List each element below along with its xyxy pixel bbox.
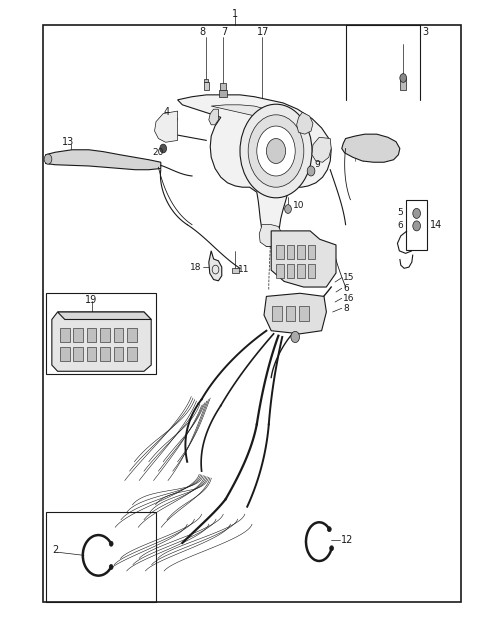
Text: 12: 12 (341, 535, 353, 545)
Bar (308, 245, 315, 259)
Text: 16: 16 (343, 294, 355, 303)
Bar (219, 90, 227, 97)
Circle shape (307, 166, 315, 176)
Text: 15: 15 (343, 273, 355, 282)
Bar (60, 328, 70, 342)
Text: 3: 3 (422, 27, 429, 37)
Circle shape (400, 74, 407, 82)
Bar (276, 245, 284, 259)
Bar (406, 200, 427, 250)
Bar (127, 347, 137, 361)
Bar (272, 306, 282, 321)
Bar (287, 264, 294, 278)
Circle shape (291, 331, 300, 343)
Text: 5: 5 (397, 208, 403, 217)
Bar (114, 328, 123, 342)
Text: 19: 19 (85, 295, 98, 305)
Polygon shape (312, 137, 331, 162)
Bar (100, 328, 110, 342)
Circle shape (413, 208, 420, 218)
Circle shape (257, 126, 295, 176)
Circle shape (413, 221, 420, 231)
Circle shape (330, 546, 334, 551)
Polygon shape (297, 112, 313, 134)
Polygon shape (209, 251, 222, 281)
Text: 18: 18 (190, 263, 202, 271)
Polygon shape (52, 312, 151, 371)
Bar (204, 79, 208, 82)
Circle shape (266, 139, 286, 163)
Text: 8: 8 (343, 304, 349, 313)
Circle shape (240, 104, 312, 198)
Polygon shape (178, 95, 331, 246)
Bar (87, 347, 96, 361)
Bar (400, 78, 406, 90)
Bar (60, 347, 70, 361)
Polygon shape (46, 150, 161, 170)
Text: 6: 6 (397, 222, 403, 230)
Bar (46, 293, 156, 374)
Text: 9: 9 (314, 160, 320, 169)
Polygon shape (211, 105, 302, 172)
Bar (114, 347, 123, 361)
Circle shape (44, 154, 52, 164)
Circle shape (109, 565, 113, 570)
Text: 14: 14 (430, 220, 442, 230)
Bar (276, 264, 284, 278)
Polygon shape (209, 109, 218, 125)
Text: 6: 6 (343, 284, 349, 293)
Circle shape (109, 541, 113, 546)
Text: 13: 13 (62, 137, 75, 147)
Bar (73, 347, 83, 361)
Bar (286, 306, 295, 321)
Bar (297, 264, 305, 278)
Text: 2: 2 (52, 545, 58, 555)
Text: 20: 20 (153, 148, 164, 157)
Polygon shape (259, 225, 282, 246)
Polygon shape (271, 231, 336, 287)
Circle shape (248, 115, 304, 187)
Text: 7: 7 (221, 27, 228, 37)
Bar (73, 328, 83, 342)
Polygon shape (58, 312, 151, 319)
Text: 4: 4 (163, 107, 169, 117)
Bar (87, 328, 96, 342)
Polygon shape (342, 134, 400, 162)
Bar (204, 82, 209, 90)
Bar (220, 83, 226, 90)
Bar (46, 512, 156, 602)
Bar (287, 245, 294, 259)
Bar (43, 25, 461, 602)
Text: 1: 1 (232, 9, 239, 19)
Bar (232, 268, 239, 273)
Bar (308, 264, 315, 278)
Bar (299, 306, 309, 321)
Bar (297, 245, 305, 259)
Text: 17: 17 (257, 27, 269, 37)
Circle shape (285, 205, 291, 213)
Bar (100, 347, 110, 361)
Polygon shape (155, 111, 178, 142)
Text: 11: 11 (238, 265, 249, 274)
Polygon shape (264, 293, 326, 334)
Circle shape (160, 144, 167, 153)
Text: 10: 10 (293, 202, 304, 210)
Circle shape (327, 527, 331, 532)
Text: 8: 8 (199, 27, 205, 37)
Bar (127, 328, 137, 342)
